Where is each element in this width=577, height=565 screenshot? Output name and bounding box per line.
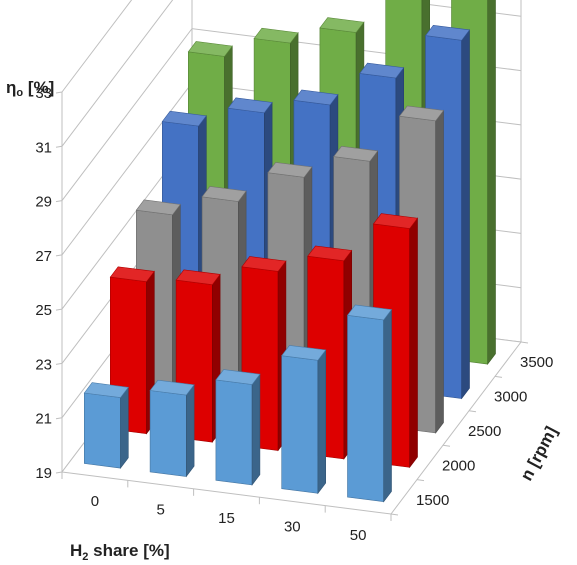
y-tick-mark [55,254,63,257]
bar-top [281,345,327,361]
bar-top [187,41,233,57]
z-tick-label: 3000 [494,389,527,406]
z-tick-label: 2500 [468,423,501,440]
y-tick-label: 21 [35,411,52,428]
z-tick-mark [416,479,425,482]
z-tick-mark [494,375,503,378]
bar-top [201,186,247,202]
bar-side [461,28,470,400]
bar-top [293,89,339,106]
chart-labels: 19 21 23 25 27 29 31 33 0 5 15 30 50 1500 2000 2500 3000… [35,85,553,544]
z-tick-mark [442,444,451,447]
x-tick-label: 15 [218,510,235,527]
bar-top [424,24,471,41]
bar-side [251,373,261,486]
x-tick-label: 30 [284,518,301,535]
bar-top [161,110,207,127]
y-tick-label: 19 [35,465,52,482]
bar-front [149,390,187,477]
bar-top [346,304,393,321]
y-tick-label: 29 [35,194,52,211]
bar-side [409,217,418,469]
y-axis-title: ηo [%] [6,78,54,99]
bar-top [267,162,313,178]
y-tick-label: 23 [35,356,52,373]
bar-front [215,379,253,486]
z-axis-title: n [rpm] [517,423,561,484]
bar-top [241,256,287,272]
x-axis-title: H2 share [%] [70,541,170,563]
y-tick-mark [55,308,63,311]
bar-side [435,109,444,434]
y-tick-label: 33 [35,85,52,102]
y-tick-label: 31 [35,139,52,156]
chart-bars [83,0,496,503]
y-tick-mark [55,471,63,474]
bar-top [253,27,299,44]
z-tick-label: 1500 [416,492,449,509]
bar [346,304,393,503]
bar-top [319,17,365,33]
z-tick-mark [390,513,399,516]
y-tick-mark [55,91,63,94]
x-tick-label: 0 [91,493,99,510]
gridline [61,0,133,93]
z-tick-mark [468,410,477,413]
y-tick-mark [55,145,63,148]
y-tick-label: 25 [35,302,52,319]
bar-top [109,266,155,283]
bar-side [317,349,327,495]
bar-top [175,269,221,286]
x-tick-label: 50 [350,527,367,544]
bar-top [359,62,405,79]
bar-side [383,308,392,503]
bar-top [333,145,379,162]
y-tick-label: 27 [35,248,52,265]
bar-top [307,245,353,262]
bar-top [215,369,261,385]
bar [215,369,261,486]
bar-top [398,105,445,122]
bar-front [281,355,319,494]
z-tick-mark [520,341,529,344]
bar-top [372,213,419,229]
bar-top [227,97,273,114]
bar-top [149,379,195,396]
z-tick-label: 3500 [520,354,553,371]
z-tick-label: 2000 [442,457,475,474]
bar-front [84,392,121,469]
bar-front [347,314,385,503]
bar [83,382,129,469]
bar [149,379,195,478]
bar-side [487,0,496,365]
bar-side [120,386,129,469]
bar-top [83,382,129,398]
y-tick-mark [55,362,63,365]
bar [281,345,327,495]
x-tick-label: 5 [157,502,165,519]
bar-top [135,199,181,216]
bar-side [186,383,195,478]
y-tick-mark [55,417,63,420]
y-tick-mark [55,200,63,203]
